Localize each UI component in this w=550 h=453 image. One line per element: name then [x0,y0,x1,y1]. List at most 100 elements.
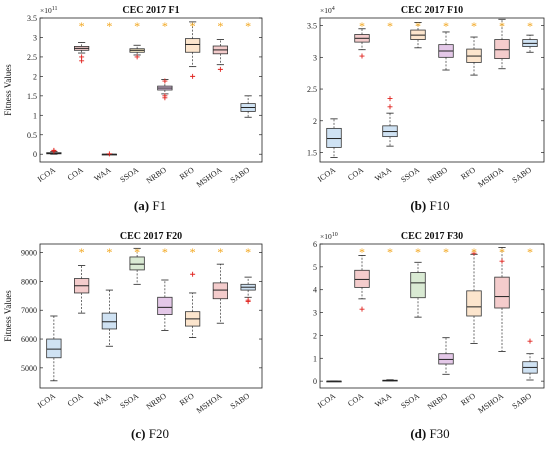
x-tick-label: MSHOA [195,165,224,189]
x-tick-label: SSOA [399,165,421,184]
plot-frame [39,17,263,163]
box-body [185,38,201,53]
outlier-marker [79,54,85,60]
outlier-marker [134,54,140,60]
box-body [494,39,510,59]
x-tick-label: SABO [511,165,534,185]
y-tick-label: 5 [313,263,317,272]
box-body [438,353,454,365]
outlier-marker [359,306,365,312]
x-tick-label: MSHOA [195,391,224,415]
box-mshoa: * [494,18,510,70]
box-ssoa: * [410,245,426,318]
box-coa: * [354,245,370,312]
significance-star: * [499,245,505,259]
box-body [129,256,145,271]
y-axis-label: Fitness Values [3,290,13,342]
box-waa: * [382,19,398,147]
x-tick-label: SSOA [399,391,421,410]
box-coa: * [74,245,90,314]
significance-star: * [471,245,477,259]
box-ssoa: * [129,19,145,60]
x-tick-label: WAA [92,391,112,409]
y-tick-label: 0 [313,377,317,386]
box-rfo: * [185,19,201,79]
significance-star: * [134,245,140,259]
x-tick-label: MSHOA [476,165,505,189]
plot-frame [39,243,263,389]
significance-star: * [190,245,196,259]
y-exponent-label: ×104 [320,6,335,15]
box-sabo: * [522,19,538,53]
y-tick-label: 1 [313,354,317,363]
box-nrbo: * [438,19,454,71]
x-tick-label: COA [346,165,365,182]
x-tick-label: RFO [459,165,477,181]
significance-star: * [443,245,449,259]
y-tick-label: 4 [313,286,317,295]
x-tick-label: SSOA [118,165,140,184]
chart-panel-3: CEC 2017 F20 Fitness Values 5000 6000 7000 80… [3,231,263,441]
outlier-marker [499,258,505,264]
significance-star: * [162,19,168,33]
y-tick-label: 2 [313,117,317,126]
box-waa: * [382,245,398,382]
box-icoa [326,118,342,158]
outlier-marker [106,151,112,157]
significance-star: * [134,19,140,33]
plot-frame [319,243,545,389]
x-tick-label: RFO [178,391,196,407]
x-tick-label: COA [346,391,365,408]
x-tick-label: COA [66,165,85,182]
box-icoa [46,315,62,382]
box-nrbo: * [157,245,173,331]
y-tick-label: 3 [33,33,37,42]
x-tick-label: NRBO [426,165,450,185]
significance-star: * [443,19,449,33]
significance-star: * [415,19,421,33]
significance-star: * [527,19,533,33]
box-body [212,282,228,300]
chart-panel-4: CEC 2017 F30 ×1010 0 1 2 3 4 5 6 ICOA * COA * WAA * SSO… [313,231,545,441]
box-body [466,290,482,317]
y-tick-label: 3.5 [27,14,37,23]
box-rfo: * [185,245,201,339]
box-body [46,338,62,359]
significance-star: * [190,19,196,33]
y-axis-label: Fitness Values [3,64,13,116]
outlier-marker [190,73,196,79]
significance-star: * [387,19,393,33]
box-rfo: * [466,245,482,344]
y-tick-label: 0.5 [27,131,37,140]
chart-panel-2: CEC 2017 F10 ×104 1.5 2 2.5 3 3.5 ICOA * COA * WAA *… [307,5,545,213]
y-tick-label: 3 [313,53,317,62]
y-tick-label: 1 [33,111,37,120]
x-tick-label: COA [66,391,85,408]
box-waa: * [101,19,117,157]
outlier-marker [245,297,251,303]
significance-star: * [499,19,505,33]
box-sabo: * [240,245,256,305]
outlier-marker [51,147,57,153]
y-tick-label: 2 [313,331,317,340]
box-ssoa: * [129,245,145,285]
box-nrbo: * [157,19,173,101]
y-tick-label: 1.5 [307,148,317,157]
x-tick-label: ICOA [316,165,337,184]
box-ssoa: * [410,19,426,49]
x-tick-label: ICOA [36,165,57,184]
box-sabo: * [522,245,538,381]
significance-star: * [106,245,112,259]
significance-star: * [359,245,365,259]
chart-panel-1: CEC 2017 F1 ×1011 Fitness Values 0 0.5 1 1.5 2 2… [3,5,263,213]
box-mshoa: * [494,245,510,352]
y-tick-label: 9000 [21,249,37,258]
y-tick-label: 8000 [21,277,37,286]
x-tick-label: MSHOA [476,391,505,415]
box-body [157,296,173,315]
box-icoa [46,147,62,155]
box-mshoa: * [212,245,228,324]
box-body [494,276,510,309]
y-tick-label: 3.5 [307,22,317,31]
